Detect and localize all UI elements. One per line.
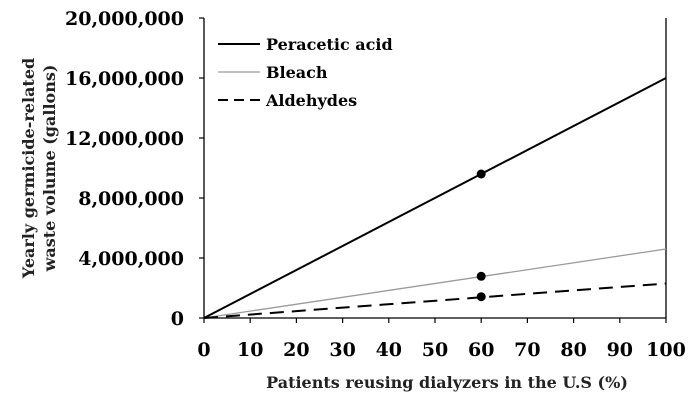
data-markers [476,169,486,302]
y-tick-label: 0 [171,308,184,330]
data-point-marker [476,292,486,302]
x-tick-label: 50 [422,339,448,361]
x-axis-ticks: 0 10 20 30 40 50 60 70 80 90 100 [197,318,686,361]
series-line-peracetic-acid [203,77,667,319]
x-tick-label: 0 [197,339,210,361]
x-tick-label: 10 [237,339,263,361]
x-tick-label: 90 [607,339,633,361]
legend-label: Peracetic acid [266,35,393,54]
series-lines [203,77,667,319]
y-tick-label: 12,000,000 [65,128,184,150]
x-tick-label: 30 [329,339,355,361]
x-axis-title: Patients reusing dialyzers in the U.S (%… [266,373,628,392]
y-axis-title-line: waste volume (gallons) [40,65,59,273]
x-tick-label: 80 [560,339,586,361]
y-tick-label: 16,000,000 [65,68,184,90]
series-line-aldehydes [203,282,667,319]
y-axis-title-line: Yearly germicide-related [19,58,38,279]
series-line-bleach [203,248,667,319]
data-point-marker [476,271,486,281]
legend: Peracetic acid Bleach Aldehydes [218,35,393,110]
legend-label: Bleach [266,63,328,82]
x-tick-label: 100 [646,339,686,361]
x-tick-label: 40 [376,339,402,361]
x-tick-label: 60 [468,339,494,361]
x-tick-label: 70 [514,339,540,361]
y-tick-label: 20,000,000 [65,8,184,30]
y-tick-label: 4,000,000 [78,248,184,270]
x-tick-label: 20 [283,339,309,361]
y-axis-ticks: 0 4,000,000 8,000,000 12,000,000 16,000,000 2… [65,8,204,330]
data-point-marker [476,169,486,179]
y-axis-title: Yearly germicide-related waste volume (ga… [19,58,59,279]
y-tick-label: 8,000,000 [78,188,184,210]
legend-label: Aldehydes [265,91,357,110]
